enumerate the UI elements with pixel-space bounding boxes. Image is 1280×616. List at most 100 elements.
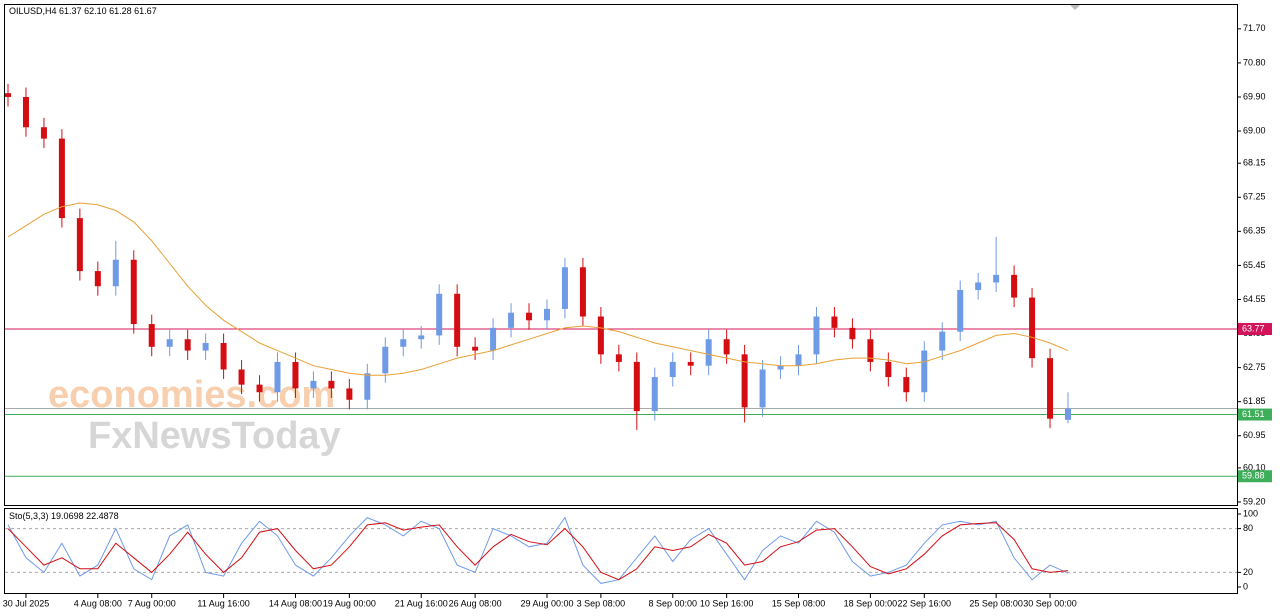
candle-body xyxy=(256,384,263,393)
candle-body xyxy=(543,308,550,321)
candle-body xyxy=(723,339,730,355)
x-tick-label: 11 Aug 16:00 xyxy=(197,598,249,608)
candle-body xyxy=(454,293,461,347)
candle-body xyxy=(921,350,928,393)
level-label: 59.88 xyxy=(1242,471,1265,481)
y-tick-label: 60.10 xyxy=(1243,462,1266,472)
candle-body xyxy=(579,267,586,317)
candle-body xyxy=(400,339,407,347)
candle-body xyxy=(831,316,838,328)
candle-body xyxy=(651,377,658,412)
x-tick-label: 21 Aug 16:00 xyxy=(395,598,448,608)
candle-body xyxy=(184,339,191,351)
header-value: 61.67 xyxy=(134,6,157,16)
candle-body xyxy=(1011,274,1018,298)
price-panel xyxy=(4,4,1238,506)
watermark: FxNewsToday xyxy=(88,415,341,457)
candle-body xyxy=(166,339,173,347)
header-value: 61.28 xyxy=(109,6,132,16)
candle-body xyxy=(202,343,209,351)
candle-body xyxy=(777,365,784,370)
y-tick-label: 64.55 xyxy=(1243,294,1266,304)
candle-body xyxy=(957,290,964,332)
x-tick-label: 30 Sep 00:00 xyxy=(1023,598,1077,608)
symbol-header: OILUSD,H4 61.37 62.10 61.28 61.67 xyxy=(9,6,157,16)
x-tick-label: 14 Aug 08:00 xyxy=(269,598,322,608)
header-value: 19.0698 xyxy=(51,511,84,521)
candle-body xyxy=(687,361,694,366)
y-tick-label: 71.70 xyxy=(1243,23,1266,33)
x-tick-label: 22 Sep 16:00 xyxy=(897,598,951,608)
candle-body xyxy=(705,339,712,366)
candle-body xyxy=(112,259,119,287)
watermark: economies.com xyxy=(48,374,335,416)
candle-body xyxy=(292,361,299,389)
y-tick-label: 61.85 xyxy=(1243,396,1266,406)
level-label-bg xyxy=(1238,408,1272,421)
candle-body xyxy=(76,218,83,272)
y-tick-label: 80 xyxy=(1243,523,1253,533)
candle-body xyxy=(669,361,676,378)
y-tick-label: 69.90 xyxy=(1243,91,1266,101)
y-tick-label: 69.00 xyxy=(1243,125,1266,135)
y-tick-label: 68.15 xyxy=(1243,158,1266,168)
candle-body xyxy=(903,377,910,393)
y-tick-label: 66.35 xyxy=(1243,226,1266,236)
x-tick-label: 18 Sep 00:00 xyxy=(844,598,898,608)
candle-body xyxy=(58,138,65,219)
candle-body xyxy=(472,346,479,351)
candle-body xyxy=(867,339,874,362)
candle-body xyxy=(813,316,820,355)
x-tick-label: 25 Sep 08:00 xyxy=(969,598,1023,608)
level-label: 63.77 xyxy=(1242,323,1265,333)
candle-body xyxy=(993,274,1000,283)
x-tick-label: 29 Aug 00:00 xyxy=(520,598,573,608)
y-tick-label: 59.20 xyxy=(1243,496,1266,506)
candle-body xyxy=(615,354,622,362)
candle-body xyxy=(939,331,946,351)
candle-body xyxy=(633,361,640,412)
x-tick-label: 10 Sep 16:00 xyxy=(700,598,754,608)
candle-body xyxy=(1029,297,1036,359)
candle-body xyxy=(795,354,802,366)
header-value: 62.10 xyxy=(84,6,107,16)
y-tick-label: 67.25 xyxy=(1243,192,1266,202)
moving-average xyxy=(7,202,1069,376)
level-label: 61.51 xyxy=(1242,409,1265,419)
level-label-bg xyxy=(1238,322,1272,335)
candle-body xyxy=(5,93,11,97)
oscillator-line xyxy=(7,516,1069,584)
candle-body xyxy=(130,259,137,325)
candle-body xyxy=(508,312,515,328)
candle-body xyxy=(274,361,281,393)
y-tick-label: 0 xyxy=(1243,581,1248,591)
candle-body xyxy=(490,327,497,351)
indicator-header: Sto(5,3,3) 19.0698 22.4878 xyxy=(9,511,119,521)
header-value: Sto(5,3,3) xyxy=(9,511,49,521)
candle-body xyxy=(40,127,47,139)
candle-body xyxy=(310,380,317,389)
y-tick-label: 65.45 xyxy=(1243,260,1266,270)
y-tick-label: 60.95 xyxy=(1243,430,1266,440)
y-tick-label: 62.75 xyxy=(1243,362,1266,372)
candle-body xyxy=(22,96,29,128)
candle-body xyxy=(94,271,101,287)
candle-body xyxy=(885,361,892,378)
y-tick-label: 20 xyxy=(1243,567,1253,577)
candle-body xyxy=(1047,358,1054,419)
x-tick-label: 26 Aug 08:00 xyxy=(449,598,502,608)
candle-body xyxy=(382,346,389,374)
candle-body xyxy=(328,380,335,389)
x-tick-label: 3 Sep 08:00 xyxy=(577,598,626,608)
x-tick-label: 30 Jul 2025 xyxy=(3,598,50,608)
shift-marker xyxy=(1070,5,1080,10)
header-value: OILUSD,H4 xyxy=(9,6,57,16)
x-tick-label: 4 Aug 08:00 xyxy=(74,598,122,608)
candle-body xyxy=(975,282,982,291)
y-tick-label: 100 xyxy=(1243,508,1258,518)
oscillator-line xyxy=(7,522,1069,581)
candle-body xyxy=(148,324,155,347)
candle-body xyxy=(597,316,604,355)
